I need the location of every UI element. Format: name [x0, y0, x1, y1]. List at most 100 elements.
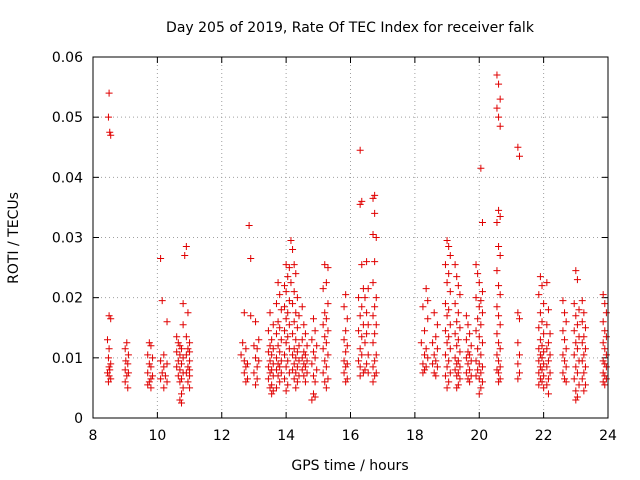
data-point	[478, 309, 486, 317]
data-point	[472, 294, 480, 302]
y-tick-label: 0.01	[52, 351, 83, 367]
data-point	[174, 372, 182, 380]
data-point	[451, 354, 459, 362]
data-point	[443, 339, 451, 347]
data-point	[301, 330, 309, 338]
data-point	[342, 291, 350, 299]
data-point	[179, 354, 187, 362]
data-point	[121, 378, 129, 386]
data-point	[290, 288, 298, 296]
data-point	[255, 357, 263, 365]
data-point	[432, 333, 440, 341]
data-point	[581, 345, 589, 353]
data-point	[107, 315, 115, 323]
data-point	[540, 330, 548, 338]
data-point	[239, 339, 247, 347]
data-point	[356, 200, 364, 208]
data-point	[281, 351, 289, 359]
x-tick-label: 12	[213, 428, 231, 444]
data-point	[478, 288, 486, 296]
data-point	[356, 146, 364, 154]
data-point	[572, 387, 580, 395]
data-point	[340, 303, 348, 311]
data-point	[322, 315, 330, 323]
data-point	[443, 237, 451, 245]
data-point	[496, 321, 504, 329]
data-point	[121, 366, 129, 374]
data-point	[272, 330, 280, 338]
data-point	[371, 330, 379, 338]
data-point	[535, 369, 543, 377]
data-point	[276, 378, 284, 386]
data-point	[266, 342, 274, 350]
data-point	[290, 345, 298, 353]
data-point	[441, 372, 449, 380]
data-point	[454, 369, 462, 377]
x-tick-label: 8	[89, 428, 98, 444]
data-point	[178, 360, 186, 368]
data-point	[535, 381, 543, 389]
data-point	[182, 351, 190, 359]
data-point	[157, 255, 165, 263]
data-point	[160, 363, 168, 371]
data-point	[432, 357, 440, 365]
data-point	[173, 363, 181, 371]
data-point	[147, 384, 155, 392]
data-point	[268, 336, 276, 344]
data-point	[289, 330, 297, 338]
plot-frame	[92, 56, 609, 419]
data-point	[324, 375, 332, 383]
data-point	[268, 381, 276, 389]
data-point	[543, 321, 551, 329]
data-point	[454, 309, 462, 317]
data-point	[295, 312, 303, 320]
data-point	[451, 366, 459, 374]
data-point	[515, 369, 523, 377]
data-point	[474, 366, 482, 374]
data-point	[292, 369, 300, 377]
data-point	[433, 345, 441, 353]
data-point	[342, 363, 350, 371]
data-point	[445, 357, 453, 365]
data-point	[123, 339, 131, 347]
data-point	[472, 357, 480, 365]
data-point	[292, 384, 300, 392]
chart-title: Day 205 of 2019, Rate Of TEC Index for r…	[166, 20, 535, 36]
data-point	[538, 366, 546, 374]
data-point	[472, 372, 480, 380]
data-point	[308, 336, 316, 344]
data-point	[538, 342, 546, 350]
data-point	[430, 369, 438, 377]
data-point	[356, 345, 364, 353]
data-point	[424, 297, 432, 305]
data-point	[538, 318, 546, 326]
data-point	[578, 375, 586, 383]
data-point	[145, 339, 153, 347]
data-point	[266, 309, 274, 317]
data-point	[601, 360, 609, 368]
data-point	[319, 285, 327, 293]
data-point	[176, 366, 184, 374]
data-point	[124, 369, 132, 377]
data-point	[546, 351, 554, 359]
data-point	[240, 369, 248, 377]
data-point	[178, 345, 186, 353]
data-point	[182, 369, 190, 377]
data-point	[456, 291, 464, 299]
data-point	[321, 261, 329, 269]
data-point	[182, 243, 190, 251]
data-point	[284, 381, 292, 389]
data-point	[454, 357, 462, 365]
data-point	[544, 375, 552, 383]
data-point	[573, 276, 581, 284]
data-point	[477, 321, 485, 329]
data-point	[602, 309, 610, 317]
data-point	[495, 357, 503, 365]
data-point	[176, 351, 184, 359]
data-point	[145, 378, 153, 386]
data-point	[301, 351, 309, 359]
data-point	[124, 384, 132, 392]
data-point	[478, 378, 486, 386]
data-point	[311, 393, 319, 401]
data-point	[184, 345, 192, 353]
